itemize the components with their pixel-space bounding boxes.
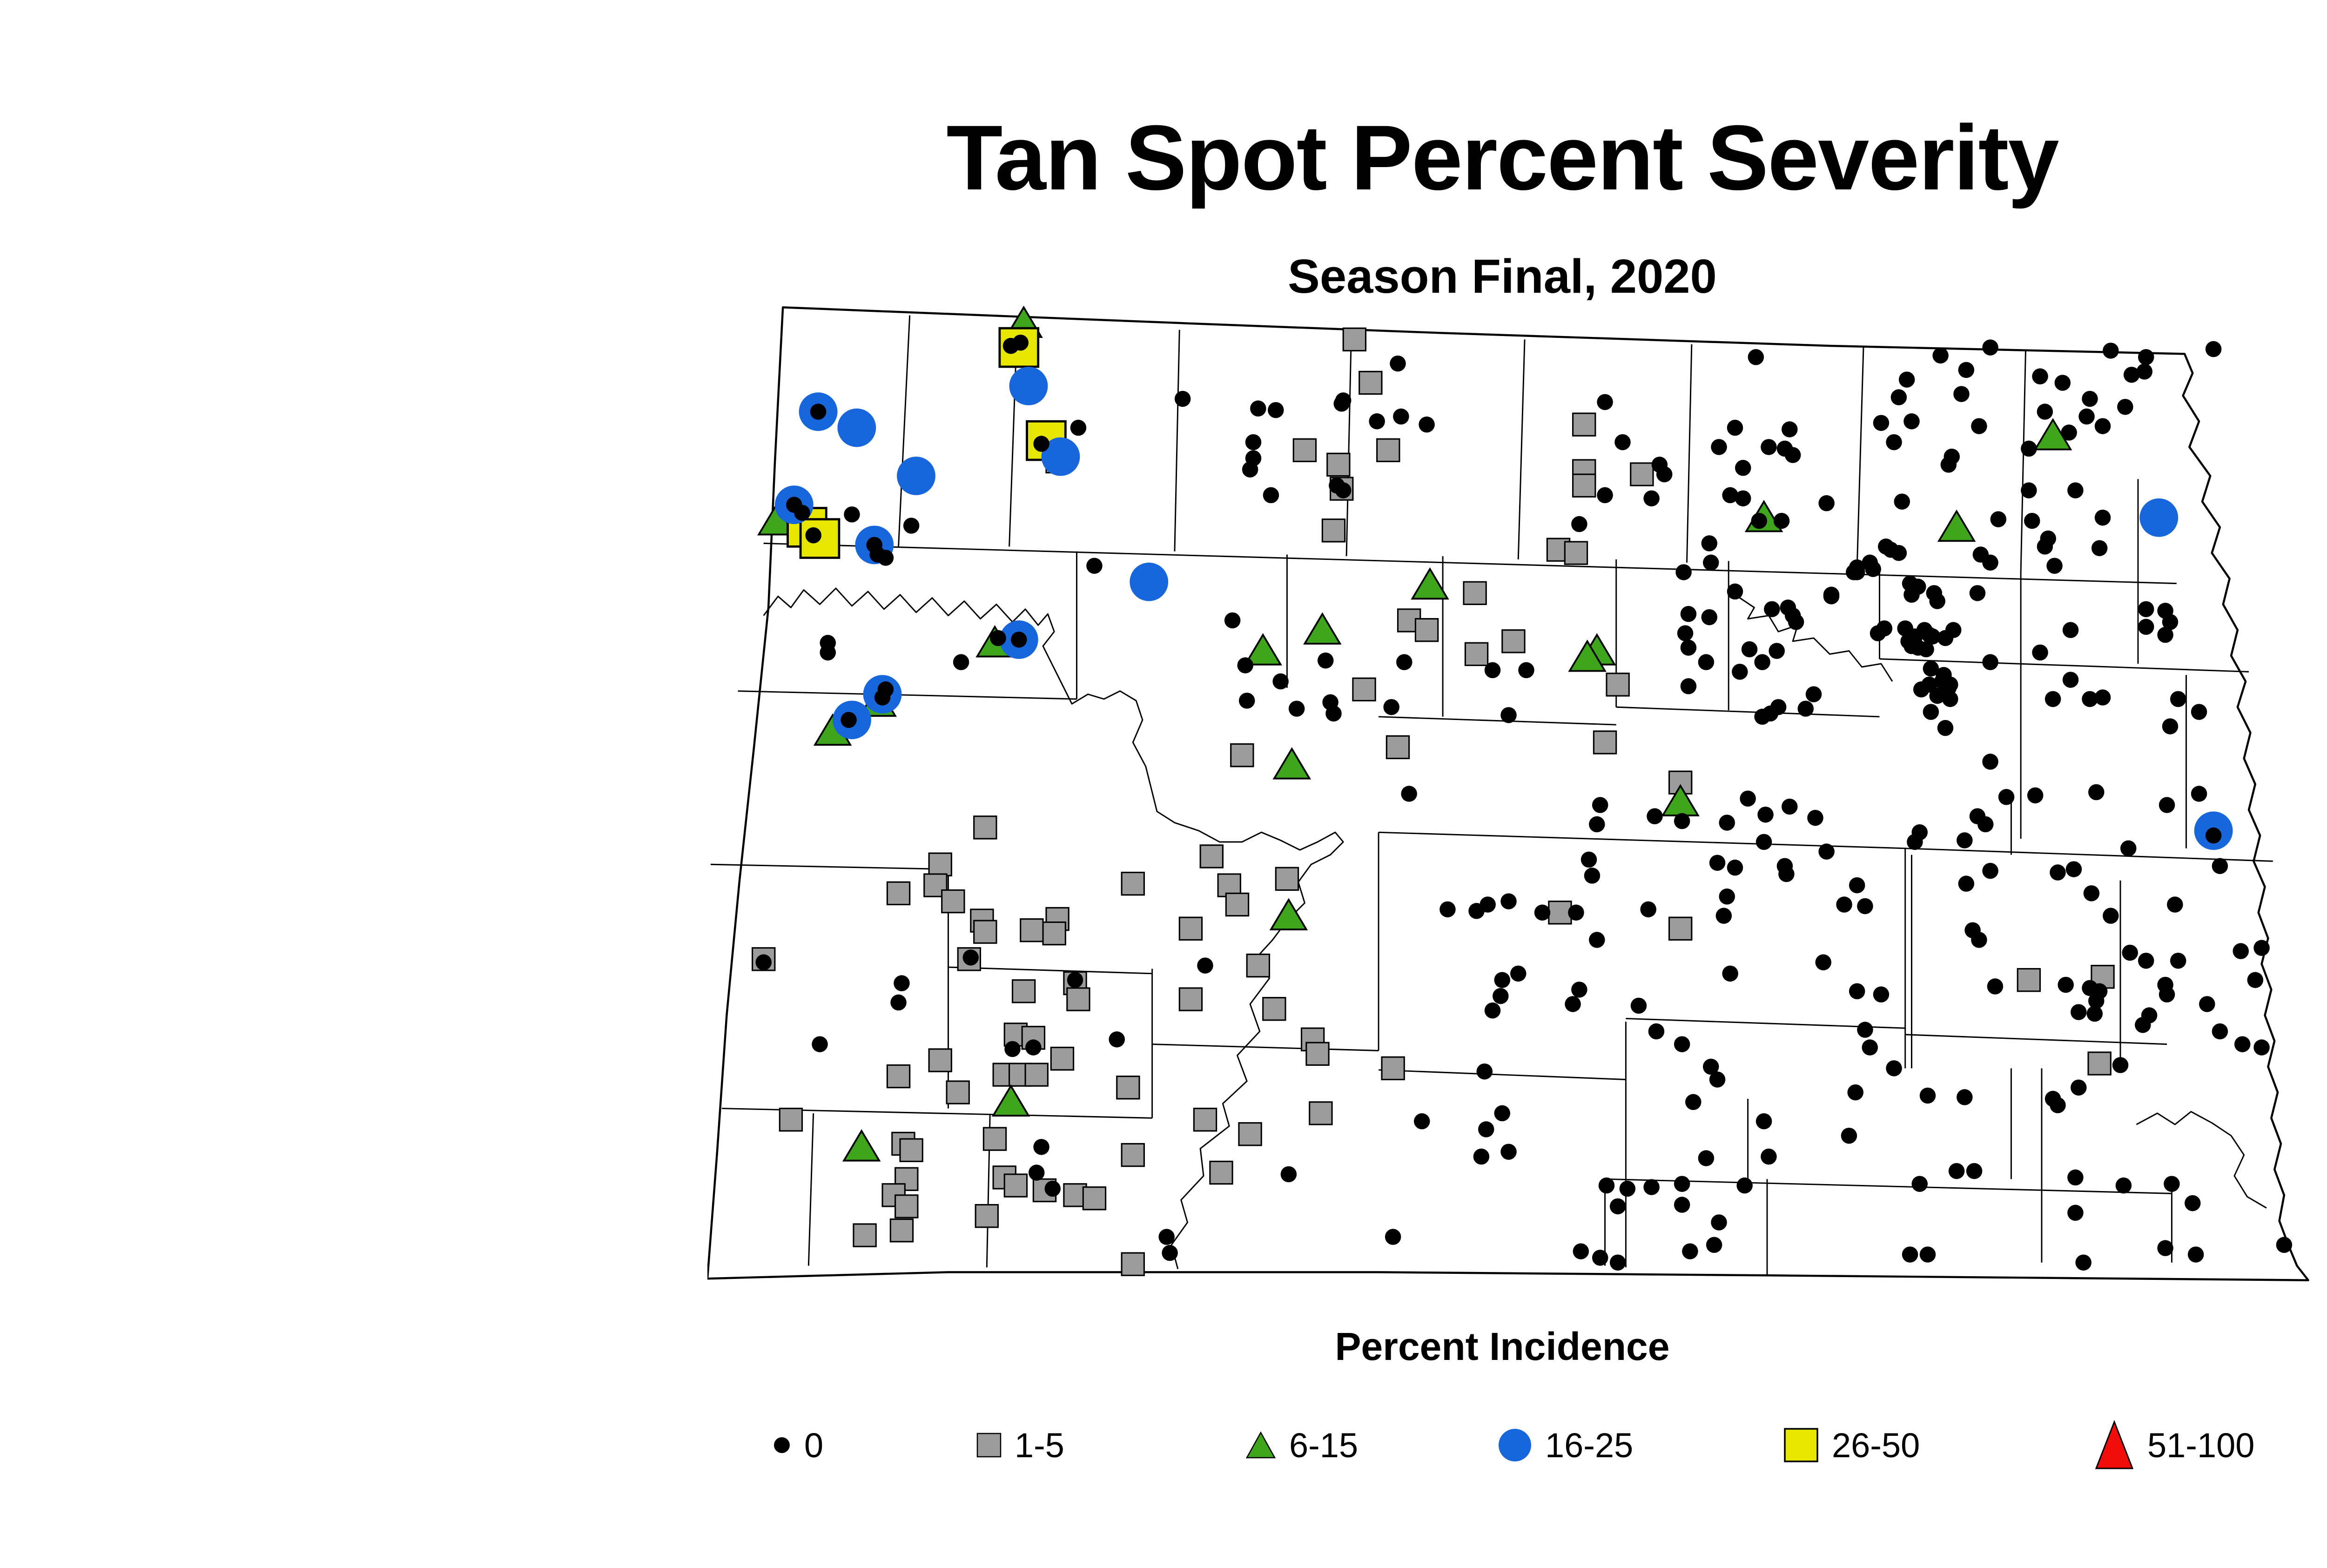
blue-circle-icon — [1499, 1429, 1531, 1461]
legend-item-label: 51-100 — [2147, 1426, 2255, 1465]
legend-item-2: 6-15 — [1245, 1410, 1358, 1480]
gray-square-icon — [976, 1433, 1002, 1458]
legend-item-4: 26-50 — [1783, 1410, 1920, 1480]
missouri-river — [763, 587, 1344, 1269]
legend-item-5: 51-100 — [2094, 1410, 2254, 1480]
legend-item-label: 1-5 — [1015, 1426, 1064, 1465]
map-svg — [706, 305, 2309, 1281]
legend-item-3: 16-25 — [1498, 1410, 1633, 1480]
legend-item-label: 26-50 — [1832, 1426, 1920, 1465]
legend-item-0: 0 — [773, 1410, 823, 1480]
legend-item-label: 16-25 — [1545, 1426, 1634, 1465]
legend-item-label: 0 — [804, 1426, 824, 1465]
legend-item-label: 6-15 — [1289, 1426, 1359, 1465]
devils-lake — [1735, 594, 1893, 682]
dot-icon — [774, 1437, 790, 1453]
chart-title: Tan Spot Percent Severity — [946, 106, 2059, 209]
sheyenne-river — [2136, 1111, 2267, 1209]
chart-subtitle: Season Final, 2020 — [1288, 249, 1717, 303]
rivers — [763, 587, 2267, 1269]
data-point-markers — [752, 305, 2293, 1276]
legend-title: Percent Incidence — [1335, 1325, 1670, 1368]
yellow-square-icon — [1784, 1428, 1818, 1462]
red-triangle-icon — [2095, 1420, 2134, 1469]
north-dakota-map — [706, 303, 2313, 1285]
county-boundaries — [710, 315, 2273, 1276]
green-triangle-icon — [1245, 1431, 1276, 1459]
legend-item-1: 1-5 — [976, 1410, 1064, 1480]
state-outline — [706, 306, 2309, 1281]
